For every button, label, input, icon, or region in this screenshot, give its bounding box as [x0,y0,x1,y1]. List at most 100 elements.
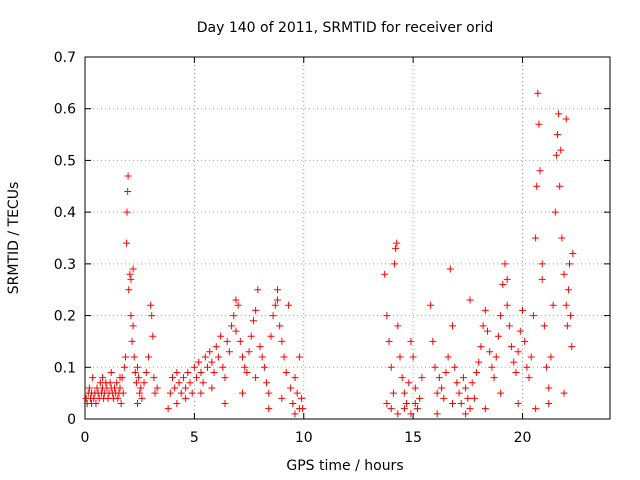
data-point [274,286,281,294]
data-point [136,389,144,397]
data-point [280,353,288,361]
data-point [470,394,478,402]
data-point [442,368,450,376]
data-point [267,332,275,340]
data-point [129,265,137,273]
chart-title: Day 140 of 2011, SRMTID for receiver ori… [197,20,494,36]
data-point [127,275,135,283]
data-point [455,389,463,397]
y-tick-label: 0 [67,412,76,428]
data-point [223,337,231,345]
data-point [291,410,299,418]
axis-ticks: 0 0.1 0.2 0.3 0.4 0.5 0.6 0.7 0 5 10 15 20 [54,50,610,446]
data-point [186,379,194,387]
data-point [468,379,476,387]
data-point [232,327,240,335]
data-point [114,394,122,402]
data-point [204,363,211,371]
data-point [131,368,139,376]
data-point [381,270,389,278]
data-point [503,275,511,283]
data-point [510,358,518,366]
data-point [464,394,472,402]
data-point [427,301,435,309]
data-point [418,374,426,382]
data-point [514,399,522,407]
data-point [551,208,559,216]
data-point [230,312,238,320]
data-point [505,322,513,330]
data-point [217,332,225,340]
data-point [398,374,406,382]
data-point [166,389,174,397]
data-point [256,343,264,351]
data-point [210,368,218,376]
data-point [208,358,216,366]
x-tick-label: 20 [514,430,532,446]
data-point [497,389,505,397]
data-point [462,410,470,418]
data-point [287,384,295,392]
data-point [545,384,553,392]
data-point [466,296,474,304]
data-point [409,353,417,361]
data-point [116,374,124,382]
data-point [254,286,262,294]
data-point [201,353,209,361]
data-point [497,312,505,320]
data-point [282,368,290,376]
y-tick-label: 0.6 [54,102,76,118]
data-point [440,394,448,402]
data-point [278,337,286,345]
data-point [252,374,260,382]
data-point [387,363,395,371]
data-point [391,260,399,268]
data-point [549,301,557,309]
data-point [171,384,179,392]
data-point [208,384,216,392]
grid-lines [85,57,610,419]
data-point [130,353,138,361]
data-point [164,405,172,413]
data-point [453,379,461,387]
data-point [523,363,531,371]
data-point [197,389,205,397]
data-point [560,270,568,278]
data-point [525,374,533,382]
data-point [554,131,561,139]
data-point [295,353,303,361]
data-point [569,250,577,258]
data-point [521,337,529,345]
data-point [568,343,576,351]
data-point [431,363,439,371]
data-point [462,384,470,392]
data-point [116,384,124,392]
data-point [126,270,134,278]
data-point [291,374,299,382]
data-point [508,343,516,351]
data-point [125,286,133,294]
data-point [134,363,141,371]
data-point [121,353,129,361]
data-point [293,389,301,397]
data-point [407,410,415,418]
data-point [519,306,526,314]
data-point [566,260,574,268]
data-point [535,120,543,128]
data-point [479,322,487,330]
data-point [396,353,404,361]
data-point [252,306,260,314]
data-point [560,389,568,397]
data-point [221,399,229,407]
data-point [123,239,131,247]
data-point [488,363,496,371]
data-point [153,384,161,392]
data-point [534,89,542,97]
data-point [276,322,284,330]
data-point [567,312,575,320]
data-point [271,301,279,309]
data-point [239,389,246,397]
data-point [385,337,393,345]
data-point [212,343,220,351]
data-point [547,353,555,361]
